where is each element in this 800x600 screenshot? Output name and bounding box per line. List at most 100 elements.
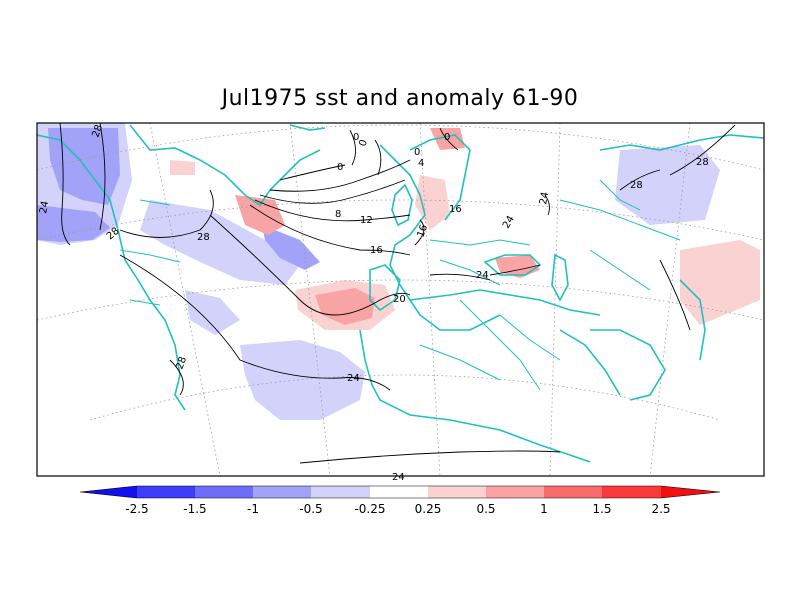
coast-scandinavia	[409, 134, 471, 221]
grid-lon-2	[289, 123, 331, 476]
colorbar-label: -2.5	[125, 502, 148, 516]
grid-lon-5	[649, 123, 691, 476]
grid-lon-4	[549, 123, 561, 476]
colorbar-labels: -2.5 -1.5 -1 -0.5 -0.25 0.25 0.5 1 1.5 2…	[125, 502, 670, 516]
coast-greenland	[129, 124, 321, 207]
coastlines	[37, 124, 764, 463]
grid-lon-3	[419, 123, 441, 476]
contour-28-east2	[659, 259, 691, 331]
coast-canada	[37, 134, 186, 411]
coast-iberia	[369, 264, 401, 312]
contour-label: 0	[444, 132, 450, 143]
contour-24-bottom	[299, 450, 561, 464]
contour-label: 20	[393, 294, 406, 305]
plot-title: Jul1975 sst and anomaly 61-90	[221, 86, 579, 111]
colorbar-bin	[253, 486, 311, 498]
colorbar-bin	[602, 486, 661, 498]
contour-label: 8	[335, 209, 341, 220]
colorbar-label: -0.25	[354, 502, 385, 516]
colorbar-bin	[137, 486, 195, 498]
coast-arabia	[590, 329, 666, 401]
coast-redsea	[559, 329, 621, 396]
colorbar-bin	[428, 486, 486, 498]
contour-label: 0	[414, 147, 420, 158]
coast-india	[679, 279, 706, 361]
anomaly-neg-tropics	[240, 340, 365, 420]
contour-label: 0	[353, 132, 359, 143]
contour-28-sw	[169, 359, 184, 396]
coast-caspian	[551, 253, 569, 302]
map-frame	[36, 122, 765, 477]
grid-lon-1	[149, 123, 221, 476]
contour-label: 0	[357, 138, 370, 148]
coast-iceland	[289, 124, 326, 131]
contour-28-mid	[119, 189, 214, 238]
coast-asia	[599, 134, 764, 151]
contour-label: 12	[360, 215, 373, 226]
contour-0c	[374, 139, 382, 176]
colorbar-bin	[195, 486, 253, 498]
contour-label: 24	[501, 214, 517, 231]
anomaly-pos-east-light	[680, 240, 760, 325]
contour-label: 28	[197, 232, 210, 243]
coast-europe	[379, 144, 501, 331]
coast-borders-asia	[559, 179, 681, 291]
anomaly-pos-canary-strong	[315, 288, 375, 325]
colorbar-label: 0.25	[415, 502, 442, 516]
anomaly-pos-north	[170, 160, 195, 175]
contour-12	[254, 199, 411, 222]
contour-28-persian	[619, 169, 661, 191]
contour-8	[259, 179, 406, 204]
anomaly-neg-asia-light	[615, 145, 720, 225]
contour-24-caspian	[544, 194, 550, 216]
coast-med	[409, 289, 601, 316]
coast-borders-america	[119, 199, 181, 306]
colorbar-label: 2.5	[651, 502, 670, 516]
contour-28-east	[669, 124, 736, 176]
colorbar: -2.5 -1.5 -1 -0.5 -0.25 0.25 0.5 1 1.5 2…	[79, 485, 721, 516]
contour-label: 24	[38, 200, 51, 214]
anomaly-neg-west	[37, 205, 110, 242]
colorbar-bin	[311, 486, 370, 498]
contour-label: 16	[370, 245, 383, 256]
colorbar-bin	[370, 486, 428, 498]
contour-28-canada	[99, 123, 106, 231]
contour-24	[119, 254, 391, 391]
contour-label: 24	[347, 373, 360, 384]
coast-africa	[359, 329, 591, 463]
contour-28-west	[59, 123, 71, 246]
contour-label: 0	[337, 162, 343, 173]
contour-label: 28	[174, 355, 189, 371]
contour-16-baltic	[414, 219, 425, 246]
contour-label: 24	[392, 472, 405, 483]
contour-0d	[439, 127, 459, 151]
contour-label: 24	[476, 270, 489, 281]
colorbar-label: -1	[247, 502, 259, 516]
contour-label: 16	[449, 204, 462, 215]
contour-label: 28	[696, 157, 709, 168]
sst-contours	[59, 123, 736, 464]
colorbar-label: 0.5	[476, 502, 495, 516]
contour-4	[269, 159, 411, 192]
contour-24-black	[489, 264, 541, 276]
anomaly-shading	[37, 123, 760, 420]
colorbar-arrow-left	[80, 486, 137, 498]
colorbar-outline	[79, 485, 721, 499]
contour-label: 24	[538, 191, 551, 205]
contour-label: 16	[415, 223, 430, 239]
contour-label-group: 28 24 28 28 28 20 24 24 16 12 8 4 0 0 0 …	[38, 123, 709, 483]
colorbar-label: -0.5	[299, 502, 322, 516]
contour-24-med	[429, 273, 491, 281]
anomaly-neg-sw	[185, 290, 240, 335]
contour-label: 4	[418, 158, 424, 169]
contour-16	[249, 204, 411, 256]
colorbar-bin	[544, 486, 602, 498]
anomaly-pos-biscay	[235, 195, 285, 235]
grid-lat-4	[89, 374, 721, 421]
contour-0b	[349, 129, 356, 166]
anomaly-pos-norway	[430, 128, 465, 150]
colorbar-arrow-right	[661, 486, 720, 498]
colorbar-label: 1	[540, 502, 548, 516]
coast-uk	[391, 183, 413, 227]
